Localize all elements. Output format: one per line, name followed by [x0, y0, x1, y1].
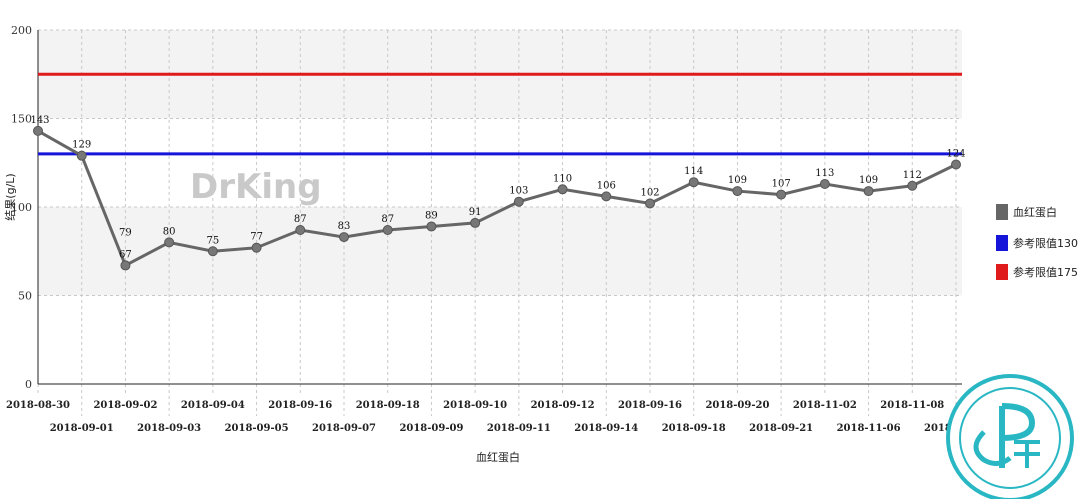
data-point: [33, 125, 43, 136]
data-label: 109: [728, 175, 747, 186]
y-axis-title: 结果(g/L): [4, 173, 17, 220]
legend-swatch: [996, 264, 1008, 280]
data-point: [295, 225, 306, 236]
legend-label: 血红蛋白: [1013, 205, 1057, 219]
data-point: [819, 178, 830, 189]
data-label: 87: [294, 214, 307, 225]
y-tick-label: 0: [25, 378, 32, 391]
data-point: [557, 184, 568, 195]
y-tick-label: 100: [11, 201, 32, 214]
data-label: 79: [119, 227, 132, 238]
data-point: [863, 186, 874, 197]
plot-band: [38, 207, 962, 296]
data-label: 91: [469, 207, 482, 218]
data-point: [951, 159, 961, 170]
x-tick-label: 2018-09-04: [181, 400, 245, 411]
legend-label: 参考限值130: [1013, 236, 1078, 250]
x-tick-label: 2018-09-10: [443, 400, 507, 411]
data-point: [470, 217, 481, 228]
x-tick-label: 2018-09-07: [312, 423, 376, 434]
series-line: 143 129 67 80 75 77 87 83 87 89 91 103 110 106 102 114 1…: [30, 115, 966, 271]
data-point: [339, 232, 349, 243]
x-tick-label: 2018-09-12: [531, 400, 595, 411]
data-point: [164, 237, 175, 248]
y-tick-labels: 0 50 100 150 200: [11, 24, 32, 391]
data-label: 67: [119, 249, 132, 260]
legend-swatch: [996, 235, 1008, 251]
legend-swatch: [996, 204, 1008, 220]
x-tick-label: 2018-09-16: [618, 400, 682, 411]
reference-lines: [38, 72, 962, 156]
data-point: [645, 198, 655, 209]
x-tick-label: 2018-11-06: [837, 423, 901, 434]
data-label: 102: [640, 187, 659, 198]
x-tick-label: 2018-09-02: [93, 400, 157, 411]
x-tick-label: 2018-09-20: [705, 400, 769, 411]
data-label: 83: [338, 221, 351, 232]
series-line-path: [37, 129, 957, 268]
x-tick-label: 2018-08-30: [6, 400, 70, 411]
data-label: 80: [163, 226, 176, 237]
x-tick-label: 2018-09-16: [268, 400, 332, 411]
data-point: [907, 180, 918, 191]
x-axis-title: 血红蛋白: [476, 450, 520, 464]
data-point: [513, 196, 524, 207]
y-tick-label: 50: [18, 290, 32, 303]
data-label: 87: [381, 214, 394, 225]
data-label: 109: [859, 175, 878, 186]
data-point: [426, 221, 437, 232]
y-tick-label: 200: [11, 24, 32, 37]
data-point: [601, 191, 612, 202]
data-point: [382, 225, 393, 236]
data-label: 124: [946, 149, 965, 160]
x-tick-label: 2018-09-18: [662, 423, 726, 434]
x-tick-label: 2018-09-05: [225, 423, 289, 434]
data-label: 103: [509, 186, 528, 197]
data-label: 110: [553, 173, 572, 184]
data-label: 75: [206, 235, 219, 246]
data-label: 77: [250, 232, 263, 243]
axes: [37, 30, 962, 385]
data-point: [76, 150, 87, 161]
x-tick-labels: 2018-08-30 2018-09-01 2018-09-02 2018-09-03…: [6, 400, 988, 434]
x-tick-label: 2018-09-01: [50, 423, 114, 434]
x-tick-label: 2018-09-14: [574, 423, 638, 434]
y-tick-label: 150: [11, 113, 32, 126]
x-tick-label: 2018-09-11: [487, 423, 551, 434]
x-tick-label: 2018-09-03: [137, 423, 201, 434]
data-label: 129: [72, 140, 91, 151]
watermark: DrKing: [190, 167, 322, 207]
data-label: 114: [684, 166, 703, 177]
data-label: 106: [597, 180, 616, 191]
x-tick-label: 2018-11-02: [793, 400, 857, 411]
data-label: 112: [903, 170, 922, 181]
data-label: 113: [815, 168, 834, 179]
x-tick-label: 2018-11-08: [880, 400, 944, 411]
data-point: [688, 177, 699, 188]
data-point: [732, 186, 743, 197]
data-point: [207, 246, 218, 257]
legend-label: 参考限值175: [1013, 265, 1078, 279]
data-label: 143: [30, 115, 49, 126]
club-logo: [946, 374, 1074, 499]
x-tick-label: 2018-09-18: [356, 400, 420, 411]
x-tick-label: 2018-09-09: [399, 423, 463, 434]
data-point: [120, 260, 131, 271]
x-tick-label: 2018-09-21: [749, 423, 813, 434]
data-point: [251, 242, 262, 253]
data-label: 89: [425, 210, 438, 221]
data-label: 107: [772, 179, 791, 190]
data-point: [776, 189, 787, 200]
plot-bands: [38, 30, 962, 296]
